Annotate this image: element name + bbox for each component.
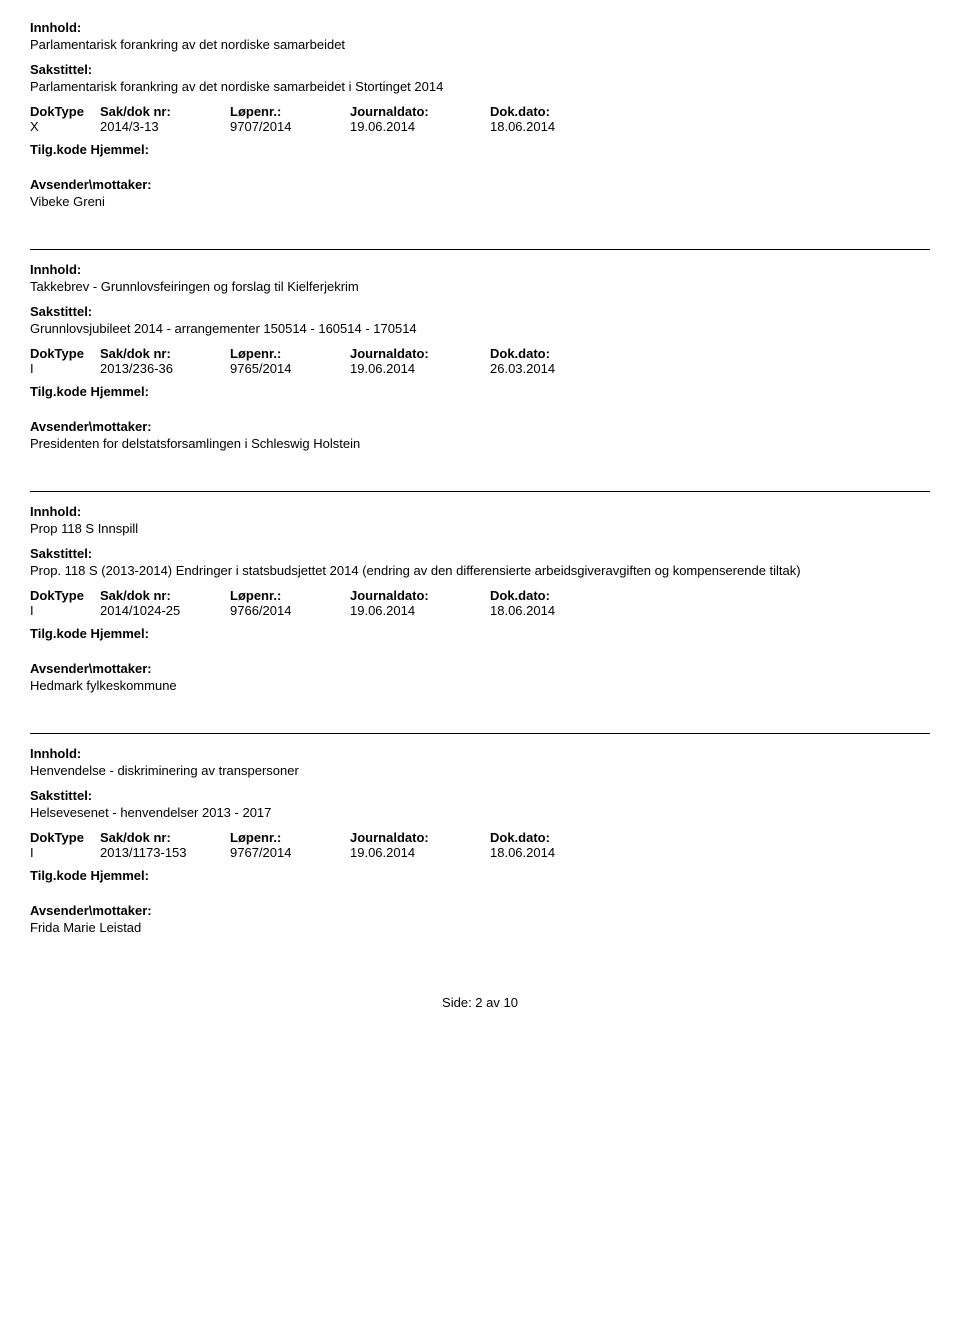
sakdok-value: 2013/236-36 [100, 361, 230, 376]
tilgkode-text: Tilg.kode [30, 626, 87, 641]
journaldato-header: Journaldato: [350, 346, 490, 361]
hjemmel-text: Hjemmel: [90, 626, 149, 641]
separator [30, 491, 930, 492]
doktype-value: X [30, 119, 100, 134]
hjemmel-text: Hjemmel: [90, 142, 149, 157]
sakdok-header: Sak/dok nr: [100, 346, 230, 361]
dokdato-header: Dok.dato: [490, 346, 630, 361]
avsender-label: Avsender\mottaker: [30, 177, 930, 192]
journaldato-header: Journaldato: [350, 588, 490, 603]
dokdato-header: Dok.dato: [490, 830, 630, 845]
journaldato-value: 19.06.2014 [350, 603, 490, 618]
doktype-value: I [30, 361, 100, 376]
columns-header: DokType Sak/dok nr: Løpenr.: Journaldato… [30, 104, 930, 119]
tilgkode-label: Tilg.kode Hjemmel: [30, 384, 930, 399]
avsender-value: Vibeke Greni [30, 194, 930, 209]
sakstittel-label: Sakstittel: [30, 304, 930, 319]
sakstittel-value: Grunnlovsjubileet 2014 - arrangementer 1… [30, 321, 930, 336]
page-footer: Side: 2 av 10 [30, 995, 930, 1010]
columns-row: I 2014/1024-25 9766/2014 19.06.2014 18.0… [30, 603, 930, 618]
dokdato-header: Dok.dato: [490, 588, 630, 603]
tilgkode-text: Tilg.kode [30, 142, 87, 157]
separator [30, 733, 930, 734]
innhold-label: Innhold: [30, 746, 930, 761]
sakdok-header: Sak/dok nr: [100, 104, 230, 119]
doktype-header: DokType [30, 104, 100, 119]
sakdok-value: 2013/1173-153 [100, 845, 230, 860]
columns-header: DokType Sak/dok nr: Løpenr.: Journaldato… [30, 588, 930, 603]
journal-entry: Innhold: Parlamentarisk forankring av de… [30, 20, 930, 209]
innhold-label: Innhold: [30, 262, 930, 277]
journaldato-value: 19.06.2014 [350, 119, 490, 134]
sakstittel-label: Sakstittel: [30, 62, 930, 77]
innhold-value: Henvendelse - diskriminering av transper… [30, 763, 930, 778]
dokdato-value: 18.06.2014 [490, 603, 630, 618]
page-number: Side: 2 av 10 [442, 995, 518, 1010]
sakstittel-label: Sakstittel: [30, 546, 930, 561]
sakdok-header: Sak/dok nr: [100, 830, 230, 845]
doktype-value: I [30, 845, 100, 860]
separator [30, 249, 930, 250]
tilgkode-text: Tilg.kode [30, 868, 87, 883]
tilgkode-label: Tilg.kode Hjemmel: [30, 626, 930, 641]
innhold-value: Parlamentarisk forankring av det nordisk… [30, 37, 930, 52]
doktype-value: I [30, 603, 100, 618]
lopenr-value: 9765/2014 [230, 361, 350, 376]
avsender-label: Avsender\mottaker: [30, 419, 930, 434]
tilgkode-label: Tilg.kode Hjemmel: [30, 142, 930, 157]
lopenr-header: Løpenr.: [230, 830, 350, 845]
hjemmel-text: Hjemmel: [90, 384, 149, 399]
hjemmel-text: Hjemmel: [90, 868, 149, 883]
lopenr-value: 9707/2014 [230, 119, 350, 134]
dokdato-value: 26.03.2014 [490, 361, 630, 376]
sakdok-value: 2014/3-13 [100, 119, 230, 134]
lopenr-header: Løpenr.: [230, 346, 350, 361]
doktype-header: DokType [30, 830, 100, 845]
lopenr-header: Løpenr.: [230, 588, 350, 603]
tilgkode-label: Tilg.kode Hjemmel: [30, 868, 930, 883]
journaldato-header: Journaldato: [350, 830, 490, 845]
sakdok-header: Sak/dok nr: [100, 588, 230, 603]
lopenr-value: 9767/2014 [230, 845, 350, 860]
innhold-value: Takkebrev - Grunnlovsfeiringen og forsla… [30, 279, 930, 294]
sakstittel-value: Parlamentarisk forankring av det nordisk… [30, 79, 930, 94]
avsender-value: Presidenten for delstatsforsamlingen i S… [30, 436, 930, 451]
avsender-value: Frida Marie Leistad [30, 920, 930, 935]
columns-row: I 2013/236-36 9765/2014 19.06.2014 26.03… [30, 361, 930, 376]
innhold-label: Innhold: [30, 504, 930, 519]
sakstittel-value: Prop. 118 S (2013-2014) Endringer i stat… [30, 563, 930, 578]
dokdato-value: 18.06.2014 [490, 845, 630, 860]
sakstittel-value: Helsevesenet - henvendelser 2013 - 2017 [30, 805, 930, 820]
columns-row: I 2013/1173-153 9767/2014 19.06.2014 18.… [30, 845, 930, 860]
sakstittel-label: Sakstittel: [30, 788, 930, 803]
lopenr-value: 9766/2014 [230, 603, 350, 618]
innhold-value: Prop 118 S Innspill [30, 521, 930, 536]
columns-header: DokType Sak/dok nr: Løpenr.: Journaldato… [30, 830, 930, 845]
innhold-label: Innhold: [30, 20, 930, 35]
columns-header: DokType Sak/dok nr: Løpenr.: Journaldato… [30, 346, 930, 361]
journaldato-value: 19.06.2014 [350, 845, 490, 860]
columns-row: X 2014/3-13 9707/2014 19.06.2014 18.06.2… [30, 119, 930, 134]
avsender-value: Hedmark fylkeskommune [30, 678, 930, 693]
avsender-label: Avsender\mottaker: [30, 903, 930, 918]
lopenr-header: Løpenr.: [230, 104, 350, 119]
dokdato-header: Dok.dato: [490, 104, 630, 119]
dokdato-value: 18.06.2014 [490, 119, 630, 134]
journal-entry: Innhold: Prop 118 S Innspill Sakstittel:… [30, 491, 930, 693]
journal-entry: Innhold: Henvendelse - diskriminering av… [30, 733, 930, 935]
journal-entry: Innhold: Takkebrev - Grunnlovsfeiringen … [30, 249, 930, 451]
doktype-header: DokType [30, 588, 100, 603]
journaldato-header: Journaldato: [350, 104, 490, 119]
tilgkode-text: Tilg.kode [30, 384, 87, 399]
avsender-label: Avsender\mottaker: [30, 661, 930, 676]
sakdok-value: 2014/1024-25 [100, 603, 230, 618]
journaldato-value: 19.06.2014 [350, 361, 490, 376]
doktype-header: DokType [30, 346, 100, 361]
